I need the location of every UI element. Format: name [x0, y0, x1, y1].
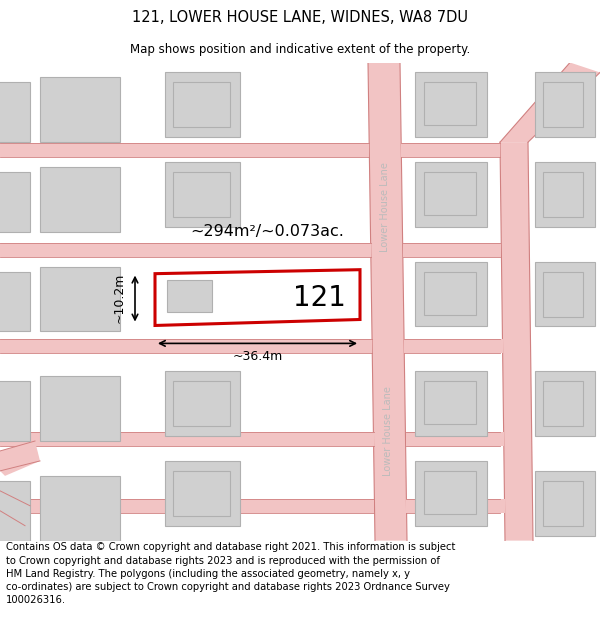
Bar [173, 381, 230, 426]
Polygon shape [155, 270, 360, 326]
Bar [415, 72, 487, 138]
Polygon shape [0, 432, 374, 446]
Polygon shape [403, 242, 502, 257]
Polygon shape [0, 441, 40, 476]
Bar [40, 167, 120, 232]
Text: Contains OS data © Crown copyright and database right 2021. This information is : Contains OS data © Crown copyright and d… [6, 542, 455, 605]
Bar [0, 381, 30, 441]
Bar [165, 162, 240, 227]
Bar [543, 272, 583, 316]
Bar [165, 371, 240, 436]
Text: Map shows position and indicative extent of the property.: Map shows position and indicative extent… [130, 44, 470, 56]
Bar [543, 82, 583, 127]
Bar [535, 162, 595, 227]
Bar [40, 267, 120, 331]
Bar [0, 82, 30, 142]
Bar [173, 82, 230, 127]
Text: ~10.2m: ~10.2m [113, 272, 125, 322]
Bar [535, 72, 595, 138]
Text: Lower House Lane: Lower House Lane [383, 386, 393, 476]
Bar [0, 481, 30, 541]
Text: 121, LOWER HOUSE LANE, WIDNES, WA8 7DU: 121, LOWER HOUSE LANE, WIDNES, WA8 7DU [132, 10, 468, 25]
Polygon shape [406, 499, 505, 512]
Bar [535, 262, 595, 326]
Text: 121: 121 [293, 284, 346, 312]
Bar [165, 461, 240, 526]
Bar [535, 471, 595, 536]
Polygon shape [500, 142, 533, 541]
Bar [0, 172, 30, 232]
Bar [40, 476, 120, 541]
Bar [173, 471, 230, 516]
Polygon shape [401, 143, 500, 157]
Bar [40, 78, 120, 142]
Polygon shape [0, 143, 369, 157]
Bar [535, 371, 595, 436]
Bar [40, 376, 120, 441]
Text: ~36.4m: ~36.4m [232, 350, 283, 363]
Text: ~294m²/~0.073ac.: ~294m²/~0.073ac. [190, 224, 344, 239]
Polygon shape [0, 242, 371, 257]
Bar [167, 279, 212, 311]
Bar [415, 162, 487, 227]
Bar [415, 371, 487, 436]
Bar [424, 471, 476, 514]
Bar [415, 461, 487, 526]
Bar [424, 172, 476, 215]
Bar [173, 172, 230, 217]
Bar [424, 82, 476, 125]
Polygon shape [368, 62, 407, 541]
Bar [0, 272, 30, 331]
Bar [165, 72, 240, 138]
Polygon shape [406, 432, 504, 446]
Bar [415, 262, 487, 326]
Bar [543, 481, 583, 526]
Polygon shape [0, 499, 374, 512]
Bar [424, 381, 476, 424]
Bar [424, 272, 476, 314]
Polygon shape [404, 339, 503, 353]
Bar [543, 172, 583, 217]
Polygon shape [0, 339, 372, 353]
Bar [543, 381, 583, 426]
Polygon shape [500, 62, 600, 142]
Text: Lower House Lane: Lower House Lane [380, 162, 390, 252]
